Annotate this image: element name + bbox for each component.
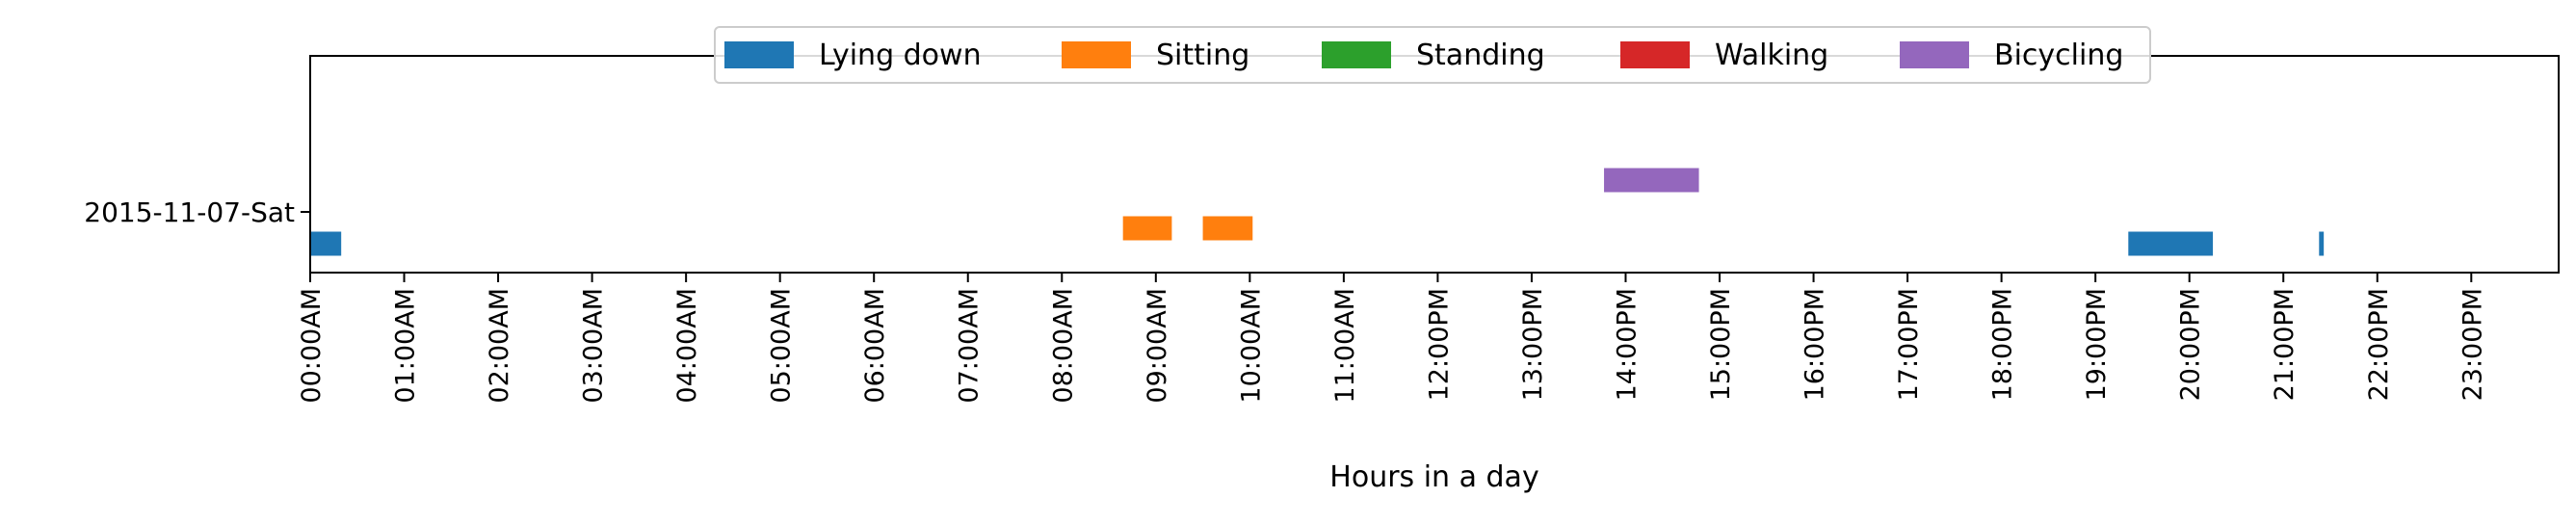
bar-bicycling-0 <box>1604 168 1699 193</box>
x-tick-label-5: 05:00AM <box>767 288 797 404</box>
legend-label-walking: Walking <box>1715 39 1828 72</box>
bars-layer <box>310 168 2325 256</box>
legend-swatch-lying-down <box>724 41 794 68</box>
legend-swatch-bicycling <box>1900 41 1969 68</box>
x-tick-label-17: 17:00PM <box>1894 288 1924 401</box>
plot-frame <box>309 55 2560 274</box>
x-tick-label-18: 18:00PM <box>1988 288 2018 401</box>
x-tick-label-22: 22:00PM <box>2364 288 2394 401</box>
x-tick-label-4: 04:00AM <box>672 288 702 404</box>
x-tick-label-16: 16:00PM <box>1801 288 1830 401</box>
legend-swatch-walking <box>1620 41 1690 68</box>
legend-label-standing: Standing <box>1416 39 1545 72</box>
x-tick-label-2: 02:00AM <box>485 288 514 404</box>
x-tick-label-7: 07:00AM <box>955 288 985 404</box>
x-tick-label-11: 11:00AM <box>1330 288 1360 404</box>
x-tick-label-21: 21:00PM <box>2270 288 2300 401</box>
y-tick-label-0: 2015-11-07-Sat <box>84 196 295 228</box>
x-tick-label-12: 12:00PM <box>1424 288 1454 401</box>
x-tick-label-23: 23:00PM <box>2458 288 2487 401</box>
x-tick-label-13: 13:00PM <box>1518 288 1548 401</box>
x-tick-label-3: 03:00AM <box>579 288 609 404</box>
bar-sitting-0 <box>1122 216 1172 241</box>
bar-lying-down-2 <box>2319 231 2325 256</box>
bar-lying-down-0 <box>310 231 342 256</box>
legend-label-bicycling: Bicycling <box>1994 39 2123 72</box>
x-tick-label-10: 10:00AM <box>1236 288 1266 404</box>
legend-swatch-standing <box>1322 41 1391 68</box>
legend-label-lying-down: Lying down <box>819 39 982 72</box>
x-tick-label-8: 08:00AM <box>1048 288 1078 404</box>
bar-sitting-1 <box>1202 216 1253 241</box>
y-axis: 2015-11-07-Sat <box>84 196 310 228</box>
legend-label-sitting: Sitting <box>1156 39 1249 72</box>
x-tick-label-20: 20:00PM <box>2176 288 2206 401</box>
x-tick-label-0: 00:00AM <box>297 288 327 404</box>
x-axis-label: Hours in a day <box>1329 460 1538 494</box>
x-tick-label-15: 15:00PM <box>1706 288 1736 401</box>
x-tick-label-19: 19:00PM <box>2082 288 2112 401</box>
x-tick-label-9: 09:00AM <box>1143 288 1172 404</box>
legend-frame <box>714 26 2151 84</box>
legend: Lying down Sitting Standing Walking Bicyclin… <box>714 26 2151 84</box>
x-axis: 00:00AM 01:00AM 02:00AM 03:00AM 04:00AM 05:00… <box>297 273 2487 404</box>
x-tick-label-6: 06:00AM <box>860 288 890 404</box>
x-tick-label-14: 14:00PM <box>1612 288 1642 401</box>
x-tick-label-1: 01:00AM <box>391 288 421 404</box>
bar-lying-down-1 <box>2128 231 2214 256</box>
legend-swatch-sitting <box>1062 41 1131 68</box>
